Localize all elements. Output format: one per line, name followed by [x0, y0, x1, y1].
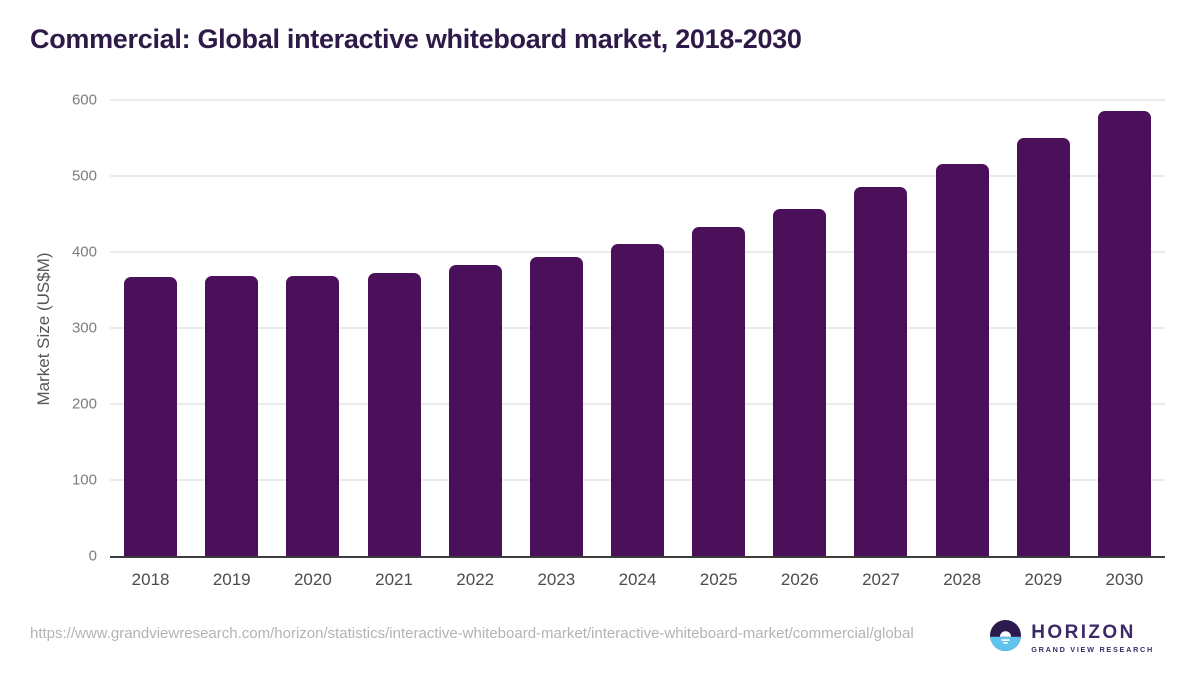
bar-2020[interactable]	[286, 275, 340, 556]
x-tick-label-2029: 2029	[1024, 570, 1063, 589]
logo-brand: HORIZON	[1031, 621, 1136, 643]
x-tick-label-2025: 2025	[699, 570, 738, 589]
bar-chart-plot-area: 0 100 200 300 400 500 600 2018 2019 2020 2021 2022…	[72, 92, 1165, 589]
bar-2026[interactable]	[773, 208, 827, 556]
x-tick-label-2028: 2028	[943, 570, 982, 589]
x-tick-label-2023: 2023	[537, 570, 576, 589]
y-tick-label-500: 500	[71, 167, 97, 185]
bar-slot-2020: 2020	[272, 100, 353, 589]
x-tick-label-2022: 2022	[456, 570, 495, 589]
bar-slot-2026: 2026	[759, 100, 840, 589]
bar-slot-2028: 2028	[922, 100, 1003, 589]
bar-2021[interactable]	[367, 272, 421, 556]
bar-slot-2030: 2030	[1084, 100, 1165, 589]
logo-subbrand: GRAND VIEW RESEARCH	[1031, 644, 1154, 654]
source-url: https://www.grandviewresearch.com/horizo…	[30, 625, 914, 642]
horizon-sun-icon	[990, 620, 1022, 656]
bar-slot-2029: 2029	[1003, 100, 1084, 589]
y-tick-label-100: 100	[71, 471, 97, 489]
x-tick-label-2026: 2026	[780, 570, 819, 589]
bar-slot-2024: 2024	[597, 100, 678, 589]
y-tick-label-300: 300	[71, 319, 97, 337]
chart-title: Commercial: Global interactive whiteboar…	[30, 24, 802, 54]
gridline-600	[110, 99, 1165, 101]
bar-2030[interactable]	[1097, 110, 1151, 556]
x-tick-label-2018: 2018	[131, 570, 170, 589]
bar-2022[interactable]	[448, 264, 502, 556]
y-tick-label-200: 200	[71, 395, 97, 413]
bar-slot-2019: 2019	[191, 100, 272, 589]
bar-slot-2027: 2027	[840, 100, 921, 589]
bar-slot-2021: 2021	[353, 100, 434, 589]
bar-slot-2023: 2023	[516, 100, 597, 589]
bar-slot-2022: 2022	[435, 100, 516, 589]
logo-text: HORIZON GRAND VIEW RESEARCH	[1031, 623, 1154, 653]
y-axis-label: Market Size (US$M)	[34, 252, 53, 406]
x-tick-label-2030: 2030	[1105, 570, 1144, 589]
bar-2025[interactable]	[692, 226, 746, 556]
y-tick-label-0: 0	[88, 547, 97, 565]
y-tick-label-400: 400	[71, 243, 97, 261]
bar-2023[interactable]	[529, 256, 583, 556]
bar-2029[interactable]	[1016, 138, 1070, 556]
bar-2027[interactable]	[854, 187, 908, 556]
y-tick-label-600: 600	[71, 91, 97, 109]
gridline-500	[110, 175, 1165, 177]
x-tick-label-2024: 2024	[618, 570, 657, 589]
bar-slot-2018: 2018	[110, 100, 191, 589]
bar-2019[interactable]	[205, 276, 259, 556]
bar-slot-2025: 2025	[678, 100, 759, 589]
bars-container: 2018 2019 2020 2021 2022 2023 2024 2025 2026 2027…	[110, 100, 1165, 589]
x-tick-label-2027: 2027	[862, 570, 900, 589]
bar-2028[interactable]	[935, 163, 989, 556]
x-tick-label-2020: 2020	[293, 570, 332, 589]
horizon-logo: HORIZON GRAND VIEW RESEARCH	[990, 620, 1154, 656]
x-tick-label-2021: 2021	[375, 570, 413, 589]
x-tick-label-2019: 2019	[212, 570, 251, 589]
bar-2024[interactable]	[611, 243, 665, 556]
bar-2018[interactable]	[124, 277, 178, 556]
